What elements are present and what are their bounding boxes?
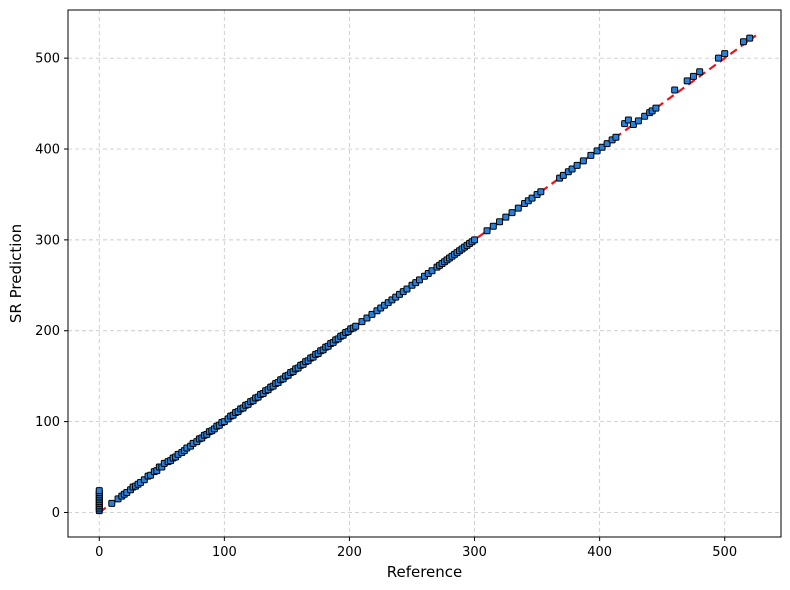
scatter-point (683, 77, 691, 85)
scatter-point (671, 86, 679, 94)
scatter-point (696, 68, 704, 76)
x-tick-label: 200 (337, 545, 362, 560)
scatter-point (739, 38, 747, 46)
scatter-point (598, 143, 606, 151)
x-tick-label: 300 (462, 545, 487, 560)
scatter-point (514, 204, 522, 212)
scatter-point (358, 318, 366, 326)
y-tick-label: 300 (35, 233, 60, 248)
y-tick-label: 100 (35, 415, 60, 430)
scatter-point (746, 34, 754, 42)
scatter-point (652, 104, 660, 112)
scatter-point (502, 213, 510, 221)
scatter-point (415, 276, 423, 284)
scatter-point (403, 285, 411, 293)
scatter-point (634, 117, 642, 125)
scatter-point (721, 50, 729, 58)
y-tick-label: 500 (35, 52, 60, 67)
scatter-point (95, 487, 103, 495)
scatter-point (641, 112, 649, 120)
x-tick-label: 100 (212, 545, 237, 560)
x-tick-label: 0 (95, 545, 103, 560)
scatter-point (573, 161, 581, 169)
scatter-point (352, 322, 360, 330)
y-tick-label: 0 (52, 506, 60, 521)
scatter-point (368, 310, 376, 318)
scatter-point (537, 188, 545, 196)
x-tick-label: 400 (587, 545, 612, 560)
scatter-point (587, 151, 595, 159)
scatter-point (559, 171, 567, 179)
x-axis-ticks: 0 100 200 300 400 500 (95, 537, 737, 560)
scatter-point (624, 116, 632, 124)
grid-lines (68, 10, 781, 537)
scatter-point (363, 314, 371, 322)
y-axis-ticks: 0 100 200 300 400 500 (35, 52, 68, 521)
scatter-point (568, 165, 576, 173)
y-tick-label: 400 (35, 143, 60, 158)
scatter-point (689, 72, 697, 80)
scatter-point (528, 194, 536, 202)
y-axis-label: SR Prediction (7, 224, 25, 323)
scatter-point (508, 209, 516, 217)
x-axis-label: Reference (387, 563, 463, 581)
scatter-point (471, 236, 479, 244)
scatter-point (603, 140, 611, 148)
scatter-point (579, 157, 587, 165)
scatter-point (629, 120, 637, 128)
y-tick-label: 200 (35, 324, 60, 339)
x-tick-label: 500 (712, 545, 737, 560)
scatter-point (489, 222, 497, 230)
scatter-point (496, 218, 504, 226)
scatter-point (714, 54, 722, 62)
scatter-point (593, 147, 601, 155)
scatter-point (483, 227, 491, 235)
scatter-point (108, 499, 116, 507)
plot-area-frame (67, 9, 782, 538)
scatter-points (95, 34, 754, 515)
scatter-point (612, 133, 620, 141)
scatter-point (428, 267, 436, 275)
